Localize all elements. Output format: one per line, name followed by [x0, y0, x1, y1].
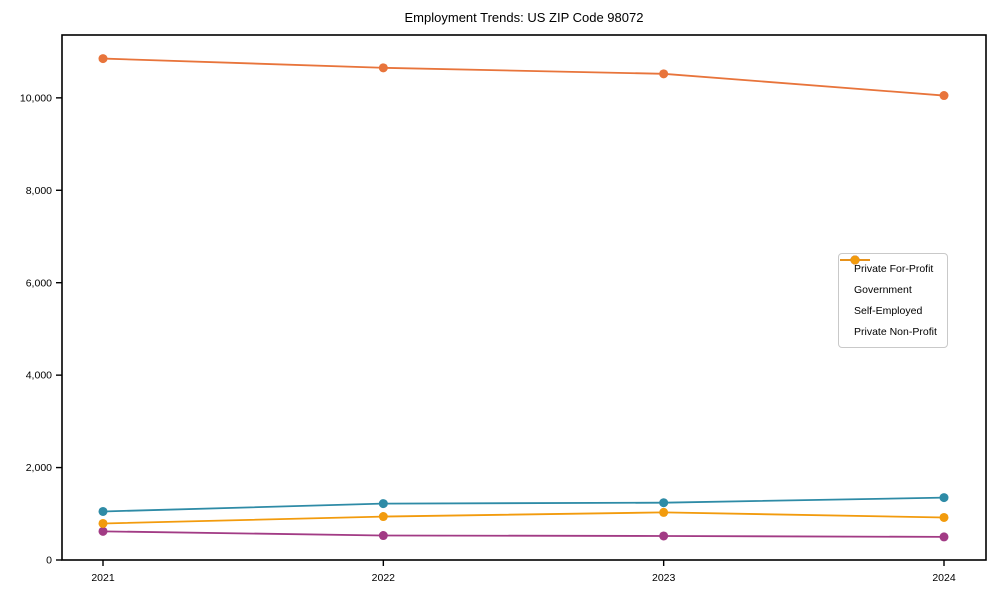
chart-title: Employment Trends: US ZIP Code 98072 [405, 10, 644, 25]
plot-area: 0 2,000 4,000 6,000 8,000 10,000 2021 2022 2023 2… [20, 34, 987, 584]
y-tick-label: 8,000 [26, 185, 52, 197]
axes-box [61, 34, 987, 561]
x-tick-label: 2021 [91, 572, 115, 584]
legend-item-self-employed: Self-Employed [840, 255, 937, 320]
y-tick-label: 10,000 [20, 92, 52, 104]
x-tick-label: 2023 [652, 572, 676, 584]
y-tick-label: 2,000 [26, 462, 52, 474]
series-marker-private-for-profit [659, 69, 669, 79]
series-marker-government [98, 506, 108, 516]
series-line-government [102, 496, 945, 513]
legend-item-private-non-profit: Private Non-Profit [840, 255, 937, 341]
series-marker-private-non-profit [939, 512, 949, 522]
series-marker-private-for-profit [939, 91, 949, 101]
series-line-private-for-profit [102, 57, 945, 97]
series-line-private-non-profit [102, 511, 945, 525]
legend-label: Self-Employed [854, 305, 923, 317]
series-marker-private-for-profit [98, 54, 108, 64]
legend-label: Private Non-Profit [854, 326, 937, 338]
series-marker-private-non-profit [98, 518, 108, 528]
series-marker-self-employed [98, 526, 108, 536]
series-line-self-employed [102, 530, 945, 538]
series-marker-private-for-profit [378, 63, 388, 73]
series-marker-government [939, 493, 949, 503]
x-tick-label: 2024 [932, 572, 956, 584]
chart-legend: Private For-Profit Government Self-Employe… [838, 253, 948, 348]
x-tick-label: 2022 [372, 572, 396, 584]
y-tick-label: 0 [46, 555, 52, 567]
series-marker-private-non-profit [659, 507, 669, 517]
series-marker-self-employed [378, 531, 388, 541]
series-marker-government [378, 499, 388, 509]
legend-item-government: Government [840, 255, 937, 299]
legend-label: Private For-Profit [854, 263, 934, 275]
y-tick-label: 6,000 [26, 277, 52, 289]
y-tick-label: 4,000 [26, 370, 52, 382]
legend-label: Government [854, 284, 912, 296]
series-marker-self-employed [659, 531, 669, 541]
series-marker-self-employed [939, 532, 949, 542]
series-marker-private-non-profit [378, 512, 388, 522]
series-marker-government [659, 498, 669, 508]
